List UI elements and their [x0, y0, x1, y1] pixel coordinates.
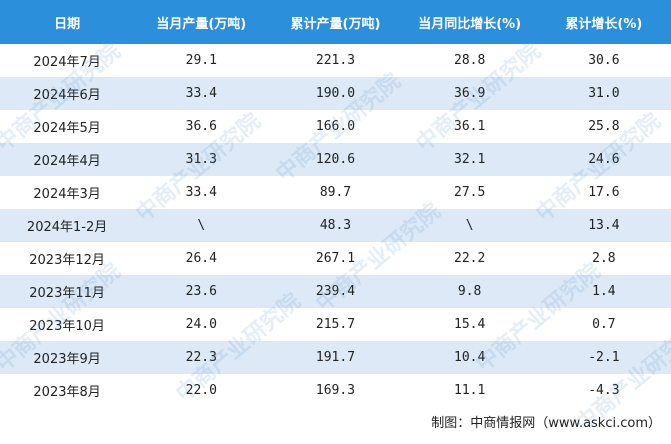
table-cell: 33.4 — [185, 185, 217, 200]
table-cell: 0.7 — [592, 317, 616, 332]
table-cell: 11.1 — [454, 383, 486, 398]
header-cell: 日期 — [0, 0, 135, 44]
table-cell: 2024年3月 — [33, 187, 101, 202]
table-cell: -4.3 — [588, 383, 620, 398]
table-cell: 36.9 — [402, 77, 537, 110]
table-cell: 2024年7月 — [33, 55, 101, 70]
table-cell: 166.0 — [315, 119, 356, 134]
table-cell: 36.1 — [454, 119, 486, 134]
table-cell: \ — [402, 209, 537, 242]
table-cell: 17.6 — [588, 185, 620, 200]
table-row: 2024年5月 36.6 166.0 36.1 25.8 — [0, 110, 671, 143]
table-cell: 191.7 — [268, 341, 403, 374]
table-row: 2023年9月 22.3 191.7 10.4 -2.1 — [0, 341, 671, 374]
table-cell: 24.0 — [185, 317, 217, 332]
table-cell: 15.4 — [454, 317, 486, 332]
table-cell: 36.6 — [185, 119, 217, 134]
table-cell: 2023年10月 — [29, 319, 105, 334]
table-cell: 2.8 — [592, 251, 616, 266]
table-cell: 239.4 — [268, 275, 403, 308]
table-cell: 13.4 — [536, 209, 671, 242]
data-table: 日期 当月产量(万吨) 累计产量(万吨) 当月同比增长(%) 累计增长(%) 2024年… — [0, 0, 671, 407]
table-row: 2024年7月 29.1 221.3 28.8 30.6 — [0, 44, 671, 77]
table-cell: 33.4 — [134, 77, 269, 110]
table-cell: 22.0 — [185, 383, 217, 398]
table-cell: 10.4 — [402, 341, 537, 374]
source-note: 制图：中商情报网（www.askci.com） — [431, 416, 661, 431]
header-cell: 累计增长(%) — [536, 0, 671, 44]
table-cell: 120.6 — [268, 143, 403, 176]
table-cell: 215.7 — [315, 317, 356, 332]
table-cell: 2024年1-2月 — [0, 209, 135, 242]
table-cell: 190.0 — [268, 77, 403, 110]
table-row: 2024年4月 31.3 120.6 32.1 24.6 — [0, 143, 671, 176]
table-row: 2024年1-2月 \ 48.3 \ 13.4 — [0, 209, 671, 242]
table-cell: 169.3 — [315, 383, 356, 398]
table-cell: 2023年12月 — [29, 253, 105, 268]
table-cell: 29.1 — [185, 53, 217, 68]
header-cell: 当月同比增长(%) — [402, 0, 537, 44]
table-cell: 23.6 — [134, 275, 269, 308]
header-row: 日期 当月产量(万吨) 累计产量(万吨) 当月同比增长(%) 累计增长(%) — [0, 0, 671, 44]
table-cell: 221.3 — [315, 53, 356, 68]
table-cell: 48.3 — [268, 209, 403, 242]
table-cell: 27.5 — [454, 185, 486, 200]
table-cell: 267.1 — [315, 251, 356, 266]
table-cell: 31.0 — [536, 77, 671, 110]
table-cell: 31.3 — [134, 143, 269, 176]
table-cell: 30.6 — [588, 53, 620, 68]
header-cell: 当月产量(万吨) — [134, 0, 269, 44]
table-cell: 2023年8月 — [33, 385, 101, 400]
table-cell: 28.8 — [454, 53, 486, 68]
table-cell: 22.3 — [134, 341, 269, 374]
table-row: 2023年10月 24.0 215.7 15.4 0.7 — [0, 308, 671, 341]
table-cell: 1.4 — [536, 275, 671, 308]
table-row: 2024年6月 33.4 190.0 36.9 31.0 — [0, 77, 671, 110]
table-cell: 2023年11月 — [0, 275, 135, 308]
table-cell: \ — [134, 209, 269, 242]
table-cell: 22.2 — [454, 251, 486, 266]
table-cell: 89.7 — [319, 185, 352, 200]
table-cell: 2024年5月 — [33, 121, 101, 136]
table-cell: 25.8 — [588, 119, 620, 134]
table-cell: 32.1 — [402, 143, 537, 176]
table-row: 2023年12月 26.4 267.1 22.2 2.8 — [0, 242, 671, 275]
header-cell: 累计产量(万吨) — [268, 0, 403, 44]
table-cell: 2024年6月 — [0, 77, 135, 110]
table-cell: 26.4 — [185, 251, 217, 266]
table-cell: 2024年4月 — [0, 143, 135, 176]
table-row: 2024年3月 33.4 89.7 27.5 17.6 — [0, 176, 671, 209]
table-cell: 2023年9月 — [0, 341, 135, 374]
table-cell: 9.8 — [402, 275, 537, 308]
table-cell: -2.1 — [536, 341, 671, 374]
table-row: 2023年11月 23.6 239.4 9.8 1.4 — [0, 275, 671, 308]
table-row: 2023年8月 22.0 169.3 11.1 -4.3 — [0, 374, 671, 407]
table-cell: 24.6 — [536, 143, 671, 176]
